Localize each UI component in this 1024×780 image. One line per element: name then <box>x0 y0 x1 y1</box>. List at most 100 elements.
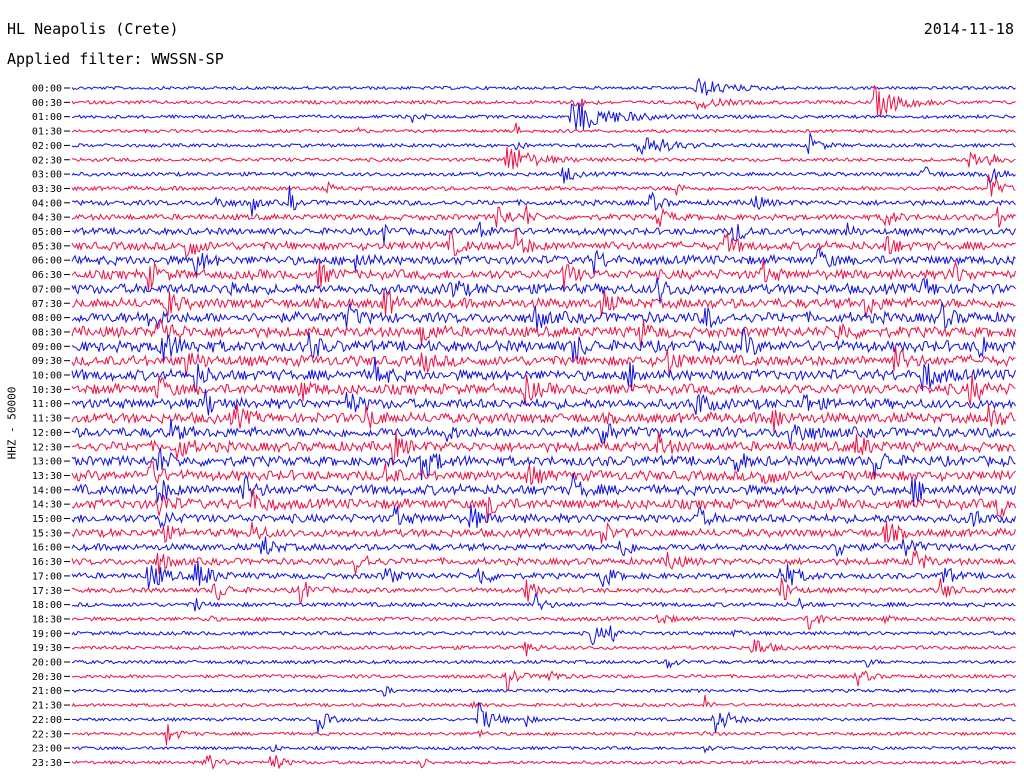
trace-0500 <box>71 221 1016 245</box>
trace-2130 <box>71 694 1016 709</box>
tick-label: 20:00 <box>32 658 62 669</box>
tick-label: 02:30 <box>32 155 62 166</box>
tick-label: 15:30 <box>32 528 62 539</box>
trace-1900 <box>71 625 1016 646</box>
tick-label: 19:30 <box>32 643 62 654</box>
tick-label: 12:30 <box>32 442 62 453</box>
tick-label: 05:00 <box>32 227 62 238</box>
trace-1500 <box>71 504 1016 529</box>
trace-0900 <box>71 326 1016 363</box>
tick-label: 05:30 <box>32 241 62 252</box>
tick-label: 06:00 <box>32 256 62 267</box>
trace-0230 <box>71 146 1016 170</box>
tick-label: 19:00 <box>32 629 62 640</box>
tick-label: 17:30 <box>32 586 62 597</box>
trace-0300 <box>71 166 1016 185</box>
tick-label: 22:30 <box>32 729 62 740</box>
trace-1330 <box>71 461 1016 486</box>
tick-label: 09:00 <box>32 342 62 353</box>
tick-label: 17:00 <box>32 571 62 582</box>
trace-0530 <box>71 228 1016 259</box>
tick-label: 01:00 <box>32 112 62 123</box>
tick-label: 16:00 <box>32 543 62 554</box>
trace-1830 <box>71 613 1016 630</box>
tick-label: 12:00 <box>32 428 62 439</box>
tick-label: 13:30 <box>32 471 62 482</box>
trace-0430 <box>71 205 1016 228</box>
trace-1930 <box>71 639 1016 657</box>
trace-0400 <box>71 185 1016 217</box>
tick-label: 11:00 <box>32 399 62 410</box>
tick-label: 04:30 <box>32 213 62 224</box>
trace-1000 <box>71 356 1016 394</box>
trace-1800 <box>71 592 1016 612</box>
trace-2200 <box>71 701 1016 734</box>
tick-label: 03:00 <box>32 170 62 181</box>
tick-label: 14:00 <box>32 485 62 496</box>
trace-0930 <box>71 345 1016 377</box>
tick-label: 07:30 <box>32 299 62 310</box>
trace-1130 <box>71 404 1016 433</box>
tick-label-group: 00:00 00:30 01:00 01:30 02:00 02:30 03:00 03:30… <box>32 84 70 769</box>
tick-label: 01:30 <box>32 127 62 138</box>
tick-label: 09:30 <box>32 356 62 367</box>
tick-label: 15:00 <box>32 514 62 525</box>
trace-1200 <box>71 419 1016 448</box>
trace-1630 <box>71 550 1016 575</box>
tick-label: 08:30 <box>32 327 62 338</box>
tick-label: 21:00 <box>32 686 62 697</box>
tick-label: 10:00 <box>32 371 62 382</box>
trace-0630 <box>71 259 1016 291</box>
trace-2300 <box>71 743 1016 754</box>
trace-1730 <box>71 577 1016 604</box>
trace-2000 <box>71 658 1016 669</box>
trace-group <box>71 77 1016 770</box>
trace-0130 <box>71 122 1016 134</box>
tick-label: 07:00 <box>32 284 62 295</box>
tick-label: 06:30 <box>32 270 62 281</box>
tick-label: 11:30 <box>32 414 62 425</box>
tick-label: 23:00 <box>32 744 62 755</box>
trace-0200 <box>71 133 1016 156</box>
trace-0330 <box>71 174 1016 197</box>
tick-label: 18:00 <box>32 600 62 611</box>
tick-label: 02:00 <box>32 141 62 152</box>
trace-0830 <box>71 317 1016 348</box>
trace-2100 <box>71 685 1016 697</box>
trace-0800 <box>71 302 1016 332</box>
trace-1230 <box>71 430 1016 466</box>
tick-label: 00:30 <box>32 98 62 109</box>
tick-label: 00:00 <box>32 84 62 95</box>
trace-2030 <box>71 669 1016 692</box>
trace-0600 <box>71 246 1016 277</box>
tick-label: 18:30 <box>32 614 62 625</box>
tick-label: 08:00 <box>32 313 62 324</box>
tick-label: 03:30 <box>32 184 62 195</box>
trace-1400 <box>71 473 1016 507</box>
trace-1100 <box>71 388 1016 416</box>
tick-label: 04:00 <box>32 198 62 209</box>
trace-0730 <box>72 289 1016 318</box>
tick-label: 21:30 <box>32 701 62 712</box>
trace-0700 <box>71 277 1016 304</box>
trace-0030 <box>71 85 1016 117</box>
tick-label: 23:30 <box>32 758 62 769</box>
station-title: HL Neapolis (Crete) <box>7 20 179 38</box>
trace-1430 <box>71 488 1016 523</box>
trace-1530 <box>71 520 1016 544</box>
trace-1030 <box>71 374 1016 406</box>
trace-0000 <box>71 77 1016 96</box>
trace-2230 <box>71 723 1016 746</box>
tick-label: 10:30 <box>32 385 62 396</box>
trace-1600 <box>71 536 1016 557</box>
tick-label: 13:00 <box>32 457 62 468</box>
tick-label: 16:30 <box>32 557 62 568</box>
trace-2330 <box>71 754 1016 770</box>
tick-label: 14:30 <box>32 500 62 511</box>
trace-0100 <box>71 102 1016 130</box>
tick-label: 22:00 <box>32 715 62 726</box>
trace-1700 <box>71 560 1016 589</box>
trace-1300 <box>71 447 1016 481</box>
date-label: 2014-11-18 <box>923 20 1014 38</box>
